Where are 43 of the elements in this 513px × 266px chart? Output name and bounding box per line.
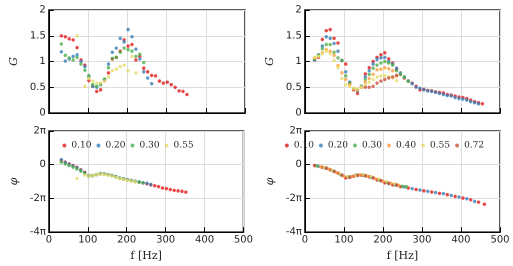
legend-label: 0.40 xyxy=(396,140,416,150)
y-tick-label: 0 xyxy=(295,108,302,118)
x-tick-label: 100 xyxy=(334,234,354,246)
x-tick-label: 300 xyxy=(412,234,432,246)
y-tick-label: 0.5 xyxy=(30,82,46,93)
x-tick-label: 200 xyxy=(373,234,392,246)
y-axis-title: G xyxy=(7,56,20,66)
legend-label: 0.72 xyxy=(464,140,484,150)
y-tick-label: -4π xyxy=(30,226,46,238)
legend-label: 0.20 xyxy=(328,140,348,150)
legend-label: 0.30 xyxy=(140,140,160,150)
y-tick-label: 0 xyxy=(39,108,46,118)
legend-label: 0.20 xyxy=(105,140,126,150)
y-tick-label: -2π xyxy=(286,192,302,204)
y-tick-label: 0.5 xyxy=(286,82,302,93)
y-axis-title: φ xyxy=(263,177,276,186)
legend-label: 0.30 xyxy=(362,140,382,150)
x-axis-title: f [Hz] xyxy=(386,249,418,262)
y-tick-label: -2π xyxy=(30,192,46,204)
y-axis-title: φ xyxy=(7,177,20,186)
x-tick-label: 300 xyxy=(156,234,176,246)
y-tick-label: 2π xyxy=(290,126,302,136)
x-tick-label: 400 xyxy=(194,234,214,246)
y-tick-label: 1.5 xyxy=(30,30,46,42)
x-tick-label: 500 xyxy=(234,234,254,246)
legend-label: 0.55 xyxy=(430,140,450,150)
x-axis-title: f [Hz] xyxy=(130,249,162,262)
y-tick-label: 1 xyxy=(39,56,46,67)
legend-label: 0.10 xyxy=(71,140,92,150)
y-axis-title: G xyxy=(263,56,276,66)
x-tick-label: 200 xyxy=(117,234,136,246)
y-tick-label: 1 xyxy=(295,56,302,67)
x-tick-label: 500 xyxy=(490,234,510,246)
legend-label: 0.55 xyxy=(174,140,194,150)
y-tick-label: 2 xyxy=(39,4,46,16)
y-tick-label: 2π xyxy=(34,126,46,136)
x-tick-label: 400 xyxy=(451,234,471,246)
x-tick-label: 100 xyxy=(78,234,98,246)
y-tick-label: 2 xyxy=(295,4,302,16)
y-tick-label: 1.5 xyxy=(286,30,302,42)
y-tick-label: 0 xyxy=(40,159,46,170)
y-tick-label: -4π xyxy=(286,226,302,238)
y-tick-label: 0 xyxy=(296,159,302,170)
